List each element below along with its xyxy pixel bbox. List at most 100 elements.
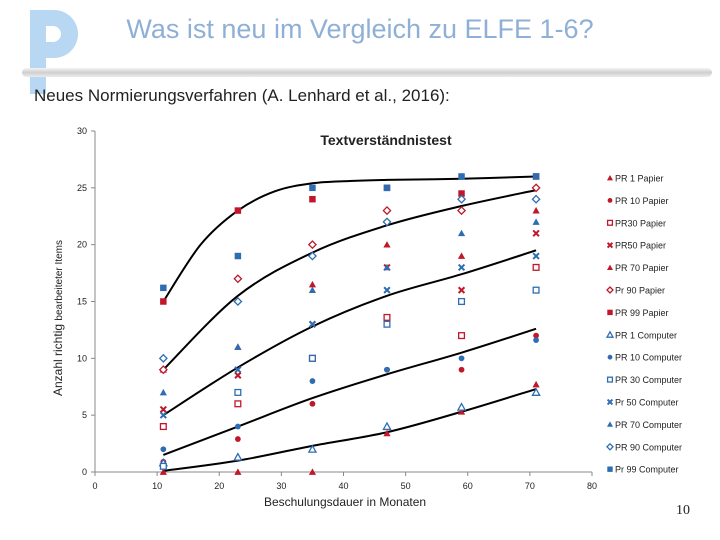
y-tick-label: 25: [77, 183, 87, 193]
data-point-11-2: [308, 286, 317, 294]
data-point-0-2: [308, 468, 317, 475]
x-tick-label: 20: [214, 481, 224, 491]
data-points: [158, 173, 541, 475]
data-point-2-3: [383, 313, 391, 321]
data-point-7-2: [307, 444, 318, 453]
chart-axes: 0 5 10 15 20 25 30 0 10 20 30 40 50 60 70 80: [77, 126, 597, 491]
data-point-10-1: [234, 366, 242, 374]
x-tick-label: 50: [401, 481, 411, 491]
legend-label: PR 99 Papier: [615, 308, 669, 318]
data-point-5-4: [457, 206, 467, 216]
x-axis-label: Beschulungsdauer in Monaten: [264, 495, 426, 509]
data-point-2-0: [159, 423, 167, 431]
data-point-0-0: [159, 468, 167, 475]
legend-marker: [606, 398, 614, 406]
data-point-4-3: [383, 241, 391, 248]
legend-marker: [605, 330, 615, 338]
legend-label: PR50 Papier: [615, 241, 666, 251]
data-point-2-5: [532, 263, 540, 271]
y-tick-label: 5: [82, 410, 87, 420]
data-point-13-5: [532, 173, 540, 180]
page-number: 10: [676, 503, 690, 518]
data-point-7-4: [456, 402, 467, 411]
data-point-9-5: [532, 286, 540, 294]
y-tick-label: 20: [77, 240, 87, 250]
legend-label: PR 1 Computer: [615, 330, 677, 340]
data-point-12-1: [233, 296, 243, 307]
data-point-8-3: [384, 366, 390, 373]
data-point-9-4: [458, 297, 466, 306]
legend-marker: [606, 286, 614, 294]
data-point-10-4: [457, 263, 466, 271]
data-point-5-1: [233, 274, 243, 284]
data-point-9-1: [234, 388, 242, 396]
legend-label: Pr 90 Papier: [615, 286, 665, 296]
x-tick-label: 70: [525, 481, 535, 491]
legend-marker: [607, 175, 613, 181]
trend-curves: [162, 175, 537, 472]
data-point-7-5: [531, 387, 541, 396]
x-tick-label: 30: [276, 481, 286, 491]
x-tick-label: 0: [92, 481, 97, 491]
data-point-6-2: [309, 195, 316, 203]
y-tick-label: 30: [77, 126, 87, 136]
data-point-8-0: [160, 446, 167, 453]
data-point-3-4: [457, 286, 466, 294]
legend-marker: [607, 466, 613, 472]
legend-marker: [606, 242, 614, 249]
data-point-6-1: [234, 207, 242, 214]
trend-curve: [162, 327, 537, 456]
slide-subtitle: Neues Normierungsverfahren (A. Lenhard e…: [34, 86, 450, 105]
trend-curve: [163, 388, 537, 472]
data-point-11-3: [383, 263, 391, 271]
y-axis-label-small: bearbeiteter Items: [54, 240, 65, 321]
legend-marker: [607, 309, 613, 316]
legend-label: Pr 99 Computer: [615, 465, 679, 475]
data-point-10-5: [532, 252, 540, 260]
data-point-5-0: [158, 365, 168, 375]
data-point-6-0: [160, 298, 167, 305]
x-tick-label: 40: [338, 481, 348, 491]
data-point-10-2: [308, 320, 317, 328]
legend-label: PR 70 Papier: [615, 263, 669, 273]
data-point-3-1: [234, 371, 242, 379]
legend-marker: [607, 421, 613, 427]
data-point-7-1: [233, 452, 243, 461]
data-point-2-1: [234, 400, 242, 408]
y-axis-label: Anzahl richtig bearbeiteter Items: [51, 240, 65, 396]
data-point-9-2: [308, 354, 316, 362]
data-point-13-0: [160, 284, 167, 292]
data-point-11-5: [532, 218, 540, 225]
data-point-4-4: [457, 252, 466, 259]
data-point-9-0: [159, 462, 167, 470]
data-point-13-4: [458, 173, 465, 180]
trend-curve: [162, 189, 537, 371]
x-tick-label: 80: [587, 481, 597, 491]
data-point-10-0: [159, 411, 167, 419]
data-point-5-3: [382, 206, 392, 216]
legend-label: PR 30 Computer: [615, 375, 682, 385]
data-point-13-1: [234, 252, 242, 260]
chart-title: Textverständnistest: [320, 132, 452, 148]
data-point-3-5: [532, 229, 540, 237]
trend-curve: [162, 249, 537, 417]
data-point-12-3: [382, 217, 392, 227]
legend-marker: [607, 354, 613, 360]
legend-label: PR 10 Papier: [615, 196, 669, 206]
data-point-12-2: [307, 251, 317, 261]
x-tick-label: 10: [152, 481, 162, 491]
data-point-5-2: [307, 240, 317, 250]
data-point-0-1: [234, 468, 242, 475]
title-divider: [22, 68, 712, 77]
data-point-1-2: [309, 400, 316, 407]
data-point-0-5: [532, 380, 540, 388]
legend-marker: [607, 198, 613, 203]
data-point-2-4: [458, 332, 466, 340]
x-tick-label: 60: [463, 481, 473, 491]
legend-marker: [607, 264, 613, 270]
data-point-8-1: [235, 423, 241, 430]
data-point-13-2: [309, 184, 316, 192]
data-point-8-2: [309, 378, 316, 384]
data-point-7-3: [382, 421, 392, 431]
